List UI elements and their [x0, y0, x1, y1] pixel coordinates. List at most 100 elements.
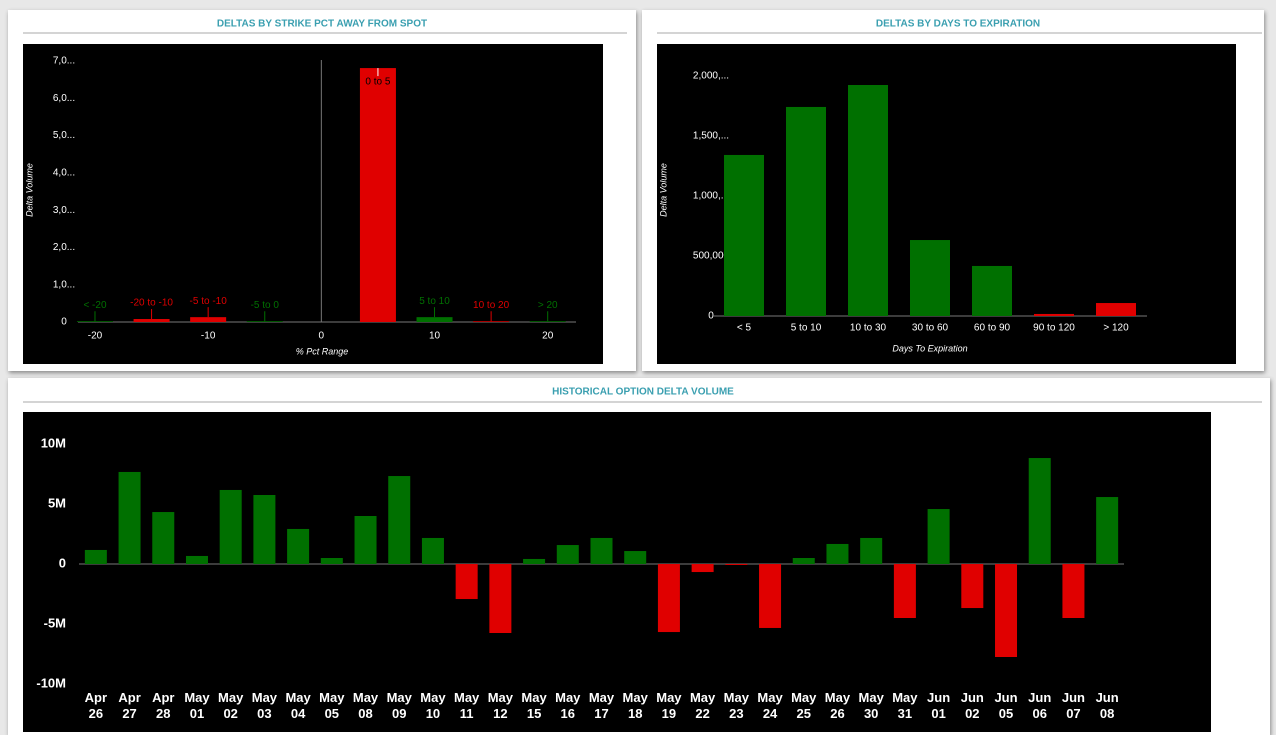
- bar: [792, 558, 815, 564]
- x-tick-label-box: May 16: [555, 690, 581, 721]
- x-tick-label-box: May 22: [690, 690, 715, 721]
- y-axis-label: Delta Volume: [658, 163, 668, 217]
- x-tick-label-box: May 02: [218, 690, 243, 721]
- bar: [455, 564, 478, 600]
- x-tick-label-box: Apr 27: [118, 690, 141, 721]
- bar: [473, 321, 510, 322]
- x-tick-label: Jun 08: [1095, 690, 1119, 721]
- y-tick-label: 0: [59, 555, 66, 570]
- y-tick-label: 10M: [41, 435, 66, 450]
- x-tick-label-box: May 23: [724, 690, 749, 721]
- bar: [118, 471, 141, 564]
- x-tick-label-box: May 15: [521, 690, 547, 721]
- x-axis-label: % Pct Range: [296, 346, 349, 356]
- x-tick-label-box: Apr 26: [85, 690, 107, 721]
- x-tick-label: May 01: [184, 690, 210, 721]
- bar: [624, 551, 647, 564]
- x-tick-label-box: May 26: [825, 690, 850, 721]
- x-tick-label-box: Jun 07: [1061, 690, 1085, 721]
- y-tick-label: 1,000,...: [693, 191, 729, 202]
- data-label: 0 to 5: [365, 77, 390, 88]
- y-tick-label: -10M: [36, 675, 66, 690]
- y-tick-label: 2,000,...: [693, 71, 729, 82]
- x-tick-label-box: Apr 28: [152, 690, 175, 721]
- x-tick-label-box: May 24: [757, 690, 782, 721]
- x-tick-label: 30 to 60: [912, 323, 949, 334]
- bar: [725, 564, 748, 565]
- bar: [786, 106, 826, 317]
- x-tick-label-box: May 03: [251, 690, 278, 721]
- x-tick-label: May 25: [791, 690, 817, 721]
- x-tick-label: May 12: [487, 690, 513, 721]
- bar: [529, 321, 566, 322]
- x-tick-label: May 16: [555, 690, 581, 721]
- x-tick-label-box: Jun 08: [1095, 690, 1119, 721]
- x-tick-label-box: May 25: [791, 690, 817, 721]
- y-tick-label: 4,0...: [53, 167, 75, 178]
- x-tick-label: May 19: [656, 690, 682, 721]
- y-tick-label: 2,0...: [53, 242, 75, 253]
- data-label: -20 to -10: [130, 298, 173, 309]
- x-tick-label: May 05: [319, 690, 345, 721]
- chart-title: DELTAS BY STRIKE PCT AWAY FROM SPOT: [217, 19, 427, 30]
- x-tick-label: May 15: [521, 690, 547, 721]
- bar: [724, 154, 764, 316]
- bar: [190, 317, 227, 322]
- bar: [253, 495, 276, 564]
- bar: [826, 543, 849, 564]
- x-tick-label: 0: [319, 331, 325, 342]
- x-tick-label-box: Jun 06: [1028, 690, 1051, 721]
- y-tick-label: 500,000: [693, 251, 730, 262]
- bar: [76, 321, 113, 322]
- x-tick-label: May 04: [285, 690, 311, 721]
- x-tick-label: -20: [88, 331, 103, 342]
- bar: [972, 265, 1012, 316]
- x-tick-label: > 120: [1103, 323, 1129, 334]
- x-tick-label: Jun 01: [927, 690, 951, 721]
- bar: [133, 319, 170, 322]
- x-tick-label: Jun 05: [994, 690, 1018, 721]
- bar: [759, 564, 782, 628]
- x-tick-label: May 30: [858, 690, 884, 721]
- bar: [523, 558, 546, 564]
- x-tick-label: May 08: [352, 690, 379, 721]
- x-tick-label: May 31: [892, 690, 918, 721]
- x-tick-label: May 11: [454, 690, 480, 721]
- bar: [1062, 564, 1085, 618]
- x-tick-label: Apr 27: [118, 690, 141, 721]
- y-tick-label: 5,0...: [53, 130, 75, 141]
- bar: [995, 564, 1018, 657]
- bar: [320, 558, 343, 564]
- x-tick-label: Apr 28: [152, 690, 175, 721]
- bar: [590, 537, 613, 564]
- bar: [388, 476, 411, 564]
- bar: [185, 555, 208, 564]
- x-tick-label-box: May 19: [656, 690, 682, 721]
- x-tick-label: Jun 07: [1061, 690, 1085, 721]
- bar: [354, 516, 377, 564]
- x-tick-label-box: May 11: [454, 690, 480, 721]
- chart-title: DELTAS BY DAYS TO EXPIRATION: [876, 19, 1040, 30]
- y-tick-label: 0: [61, 317, 67, 328]
- x-tick-label: 5 to 10: [791, 323, 822, 334]
- x-tick-label: 20: [542, 331, 554, 342]
- bar: [1028, 458, 1051, 564]
- x-tick-label-box: May 30: [858, 690, 884, 721]
- x-tick-label: Jun 02: [960, 690, 984, 721]
- x-tick-label-box: May 18: [623, 690, 648, 721]
- bar: [860, 537, 883, 564]
- x-tick-label-box: May 09: [387, 690, 412, 721]
- bar: [961, 564, 984, 609]
- y-tick-label: 1,0...: [53, 279, 75, 290]
- bar: [84, 549, 107, 564]
- x-tick-label: 90 to 120: [1033, 323, 1075, 334]
- bar: [152, 512, 175, 564]
- bar: [556, 545, 579, 564]
- x-tick-label-box: May 08: [352, 690, 379, 721]
- bar: [927, 509, 950, 564]
- x-tick-label: May 03: [251, 690, 278, 721]
- bar: [359, 68, 396, 322]
- bar: [691, 564, 714, 573]
- x-tick-label-box: May 17: [589, 690, 614, 721]
